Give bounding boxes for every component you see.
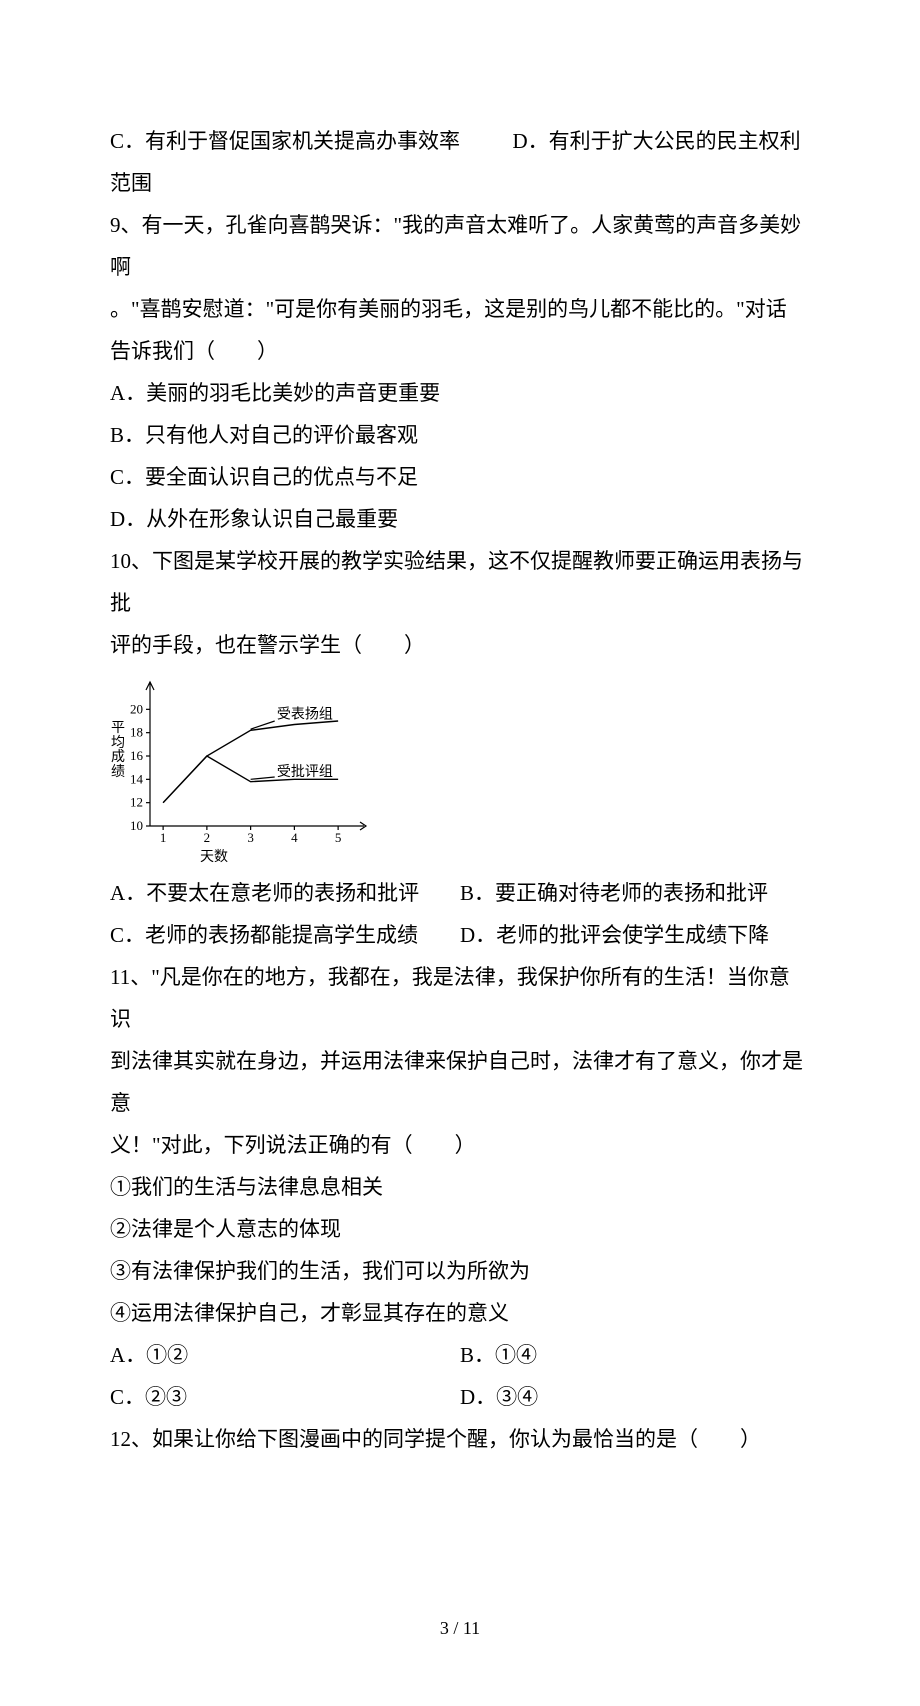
q10-options-ab: A．不要太在意老师的表扬和批评 B．要正确对待老师的表扬和批评 — [110, 872, 810, 914]
q9-optB: B．只有他人对自己的评价最客观 — [110, 414, 810, 456]
svg-text:12: 12 — [130, 795, 143, 810]
q11-stem-l2: 到法律其实就在身边，并运用法律来保护自己时，法律才有了意义，你才是意 — [110, 1040, 810, 1124]
page-footer: 3 / 11 — [110, 1610, 810, 1646]
q12-stem: 12、如果让你给下图漫画中的同学提个醒，你认为最恰当的是（ ） — [110, 1418, 810, 1460]
svg-text:2: 2 — [204, 830, 211, 845]
q11-optB: B．①④ — [460, 1334, 810, 1376]
q10-optD: D．老师的批评会使学生成绩下降 — [460, 914, 810, 956]
q11-optC: C．②③ — [110, 1376, 460, 1418]
q8-options-cd: C．有利于督促国家机关提高办事效率 D．有利于扩大公民的民主权利范围 — [110, 120, 810, 204]
q10-optC: C．老师的表扬都能提高学生成绩 — [110, 914, 460, 956]
q11-options-cd: C．②③ D．③④ — [110, 1376, 810, 1418]
q10-chart: 平均成绩 10121416182012345受表扬组受批评组 天数 — [110, 676, 810, 866]
q10-stem-l2: 评的手段，也在警示学生（ ） — [110, 624, 810, 666]
q9-stem-l2: 。"喜鹊安慰道："可是你有美丽的羽毛，这是别的鸟儿都不能比的。"对话 — [110, 288, 810, 330]
q10-optB: B．要正确对待老师的表扬和批评 — [460, 872, 810, 914]
q11-s1: ①我们的生活与法律息息相关 — [110, 1166, 810, 1208]
chart-svg: 10121416182012345受表扬组受批评组 — [110, 676, 370, 846]
svg-text:10: 10 — [130, 818, 143, 833]
svg-text:20: 20 — [130, 701, 143, 716]
q9-stem-l1: 9、有一天，孔雀向喜鹊哭诉："我的声音太难听了。人家黄莺的声音多美妙啊 — [110, 204, 810, 288]
svg-text:受批评组: 受批评组 — [277, 764, 333, 780]
q9-stem-l3: 告诉我们（ ） — [110, 330, 810, 372]
q10-optA: A．不要太在意老师的表扬和批评 — [110, 872, 460, 914]
q11-optA: A．①② — [110, 1334, 460, 1376]
q11-optD: D．③④ — [460, 1376, 810, 1418]
q11-stem-l1: 11、"凡是你在的地方，我都在，我是法律，我保护你所有的生活！当你意识 — [110, 956, 810, 1040]
q11-stem-l3: 义！"对此，下列说法正确的有（ ） — [110, 1124, 810, 1166]
q9-optD: D．从外在形象认识自己最重要 — [110, 498, 810, 540]
q10-stem-l1: 10、下图是某学校开展的教学实验结果，这不仅提醒教师要正确运用表扬与批 — [110, 540, 810, 624]
q10-options-cd: C．老师的表扬都能提高学生成绩 D．老师的批评会使学生成绩下降 — [110, 914, 810, 956]
chart-y-label: 平均成绩 — [110, 722, 126, 781]
q11-s4: ④运用法律保护自己，才彰显其存在的意义 — [110, 1292, 810, 1334]
svg-text:14: 14 — [130, 771, 144, 786]
q9-optA: A．美丽的羽毛比美妙的声音更重要 — [110, 372, 810, 414]
svg-text:受表扬组: 受表扬组 — [277, 707, 333, 723]
svg-text:3: 3 — [247, 830, 254, 845]
svg-text:1: 1 — [160, 830, 167, 845]
svg-text:5: 5 — [335, 830, 342, 845]
q11-s3: ③有法律保护我们的生活，我们可以为所欲为 — [110, 1250, 810, 1292]
chart-y-label-text: 平均成绩 — [111, 721, 125, 780]
q11-s2: ②法律是个人意志的体现 — [110, 1208, 810, 1250]
q11-options-ab: A．①② B．①④ — [110, 1334, 810, 1376]
svg-text:16: 16 — [130, 748, 144, 763]
q9-optC: C．要全面认识自己的优点与不足 — [110, 456, 810, 498]
svg-text:4: 4 — [291, 830, 298, 845]
q8-optC: C．有利于督促国家机关提高办事效率 — [110, 129, 460, 153]
chart-x-label: 天数 — [200, 844, 228, 872]
svg-text:18: 18 — [130, 725, 143, 740]
